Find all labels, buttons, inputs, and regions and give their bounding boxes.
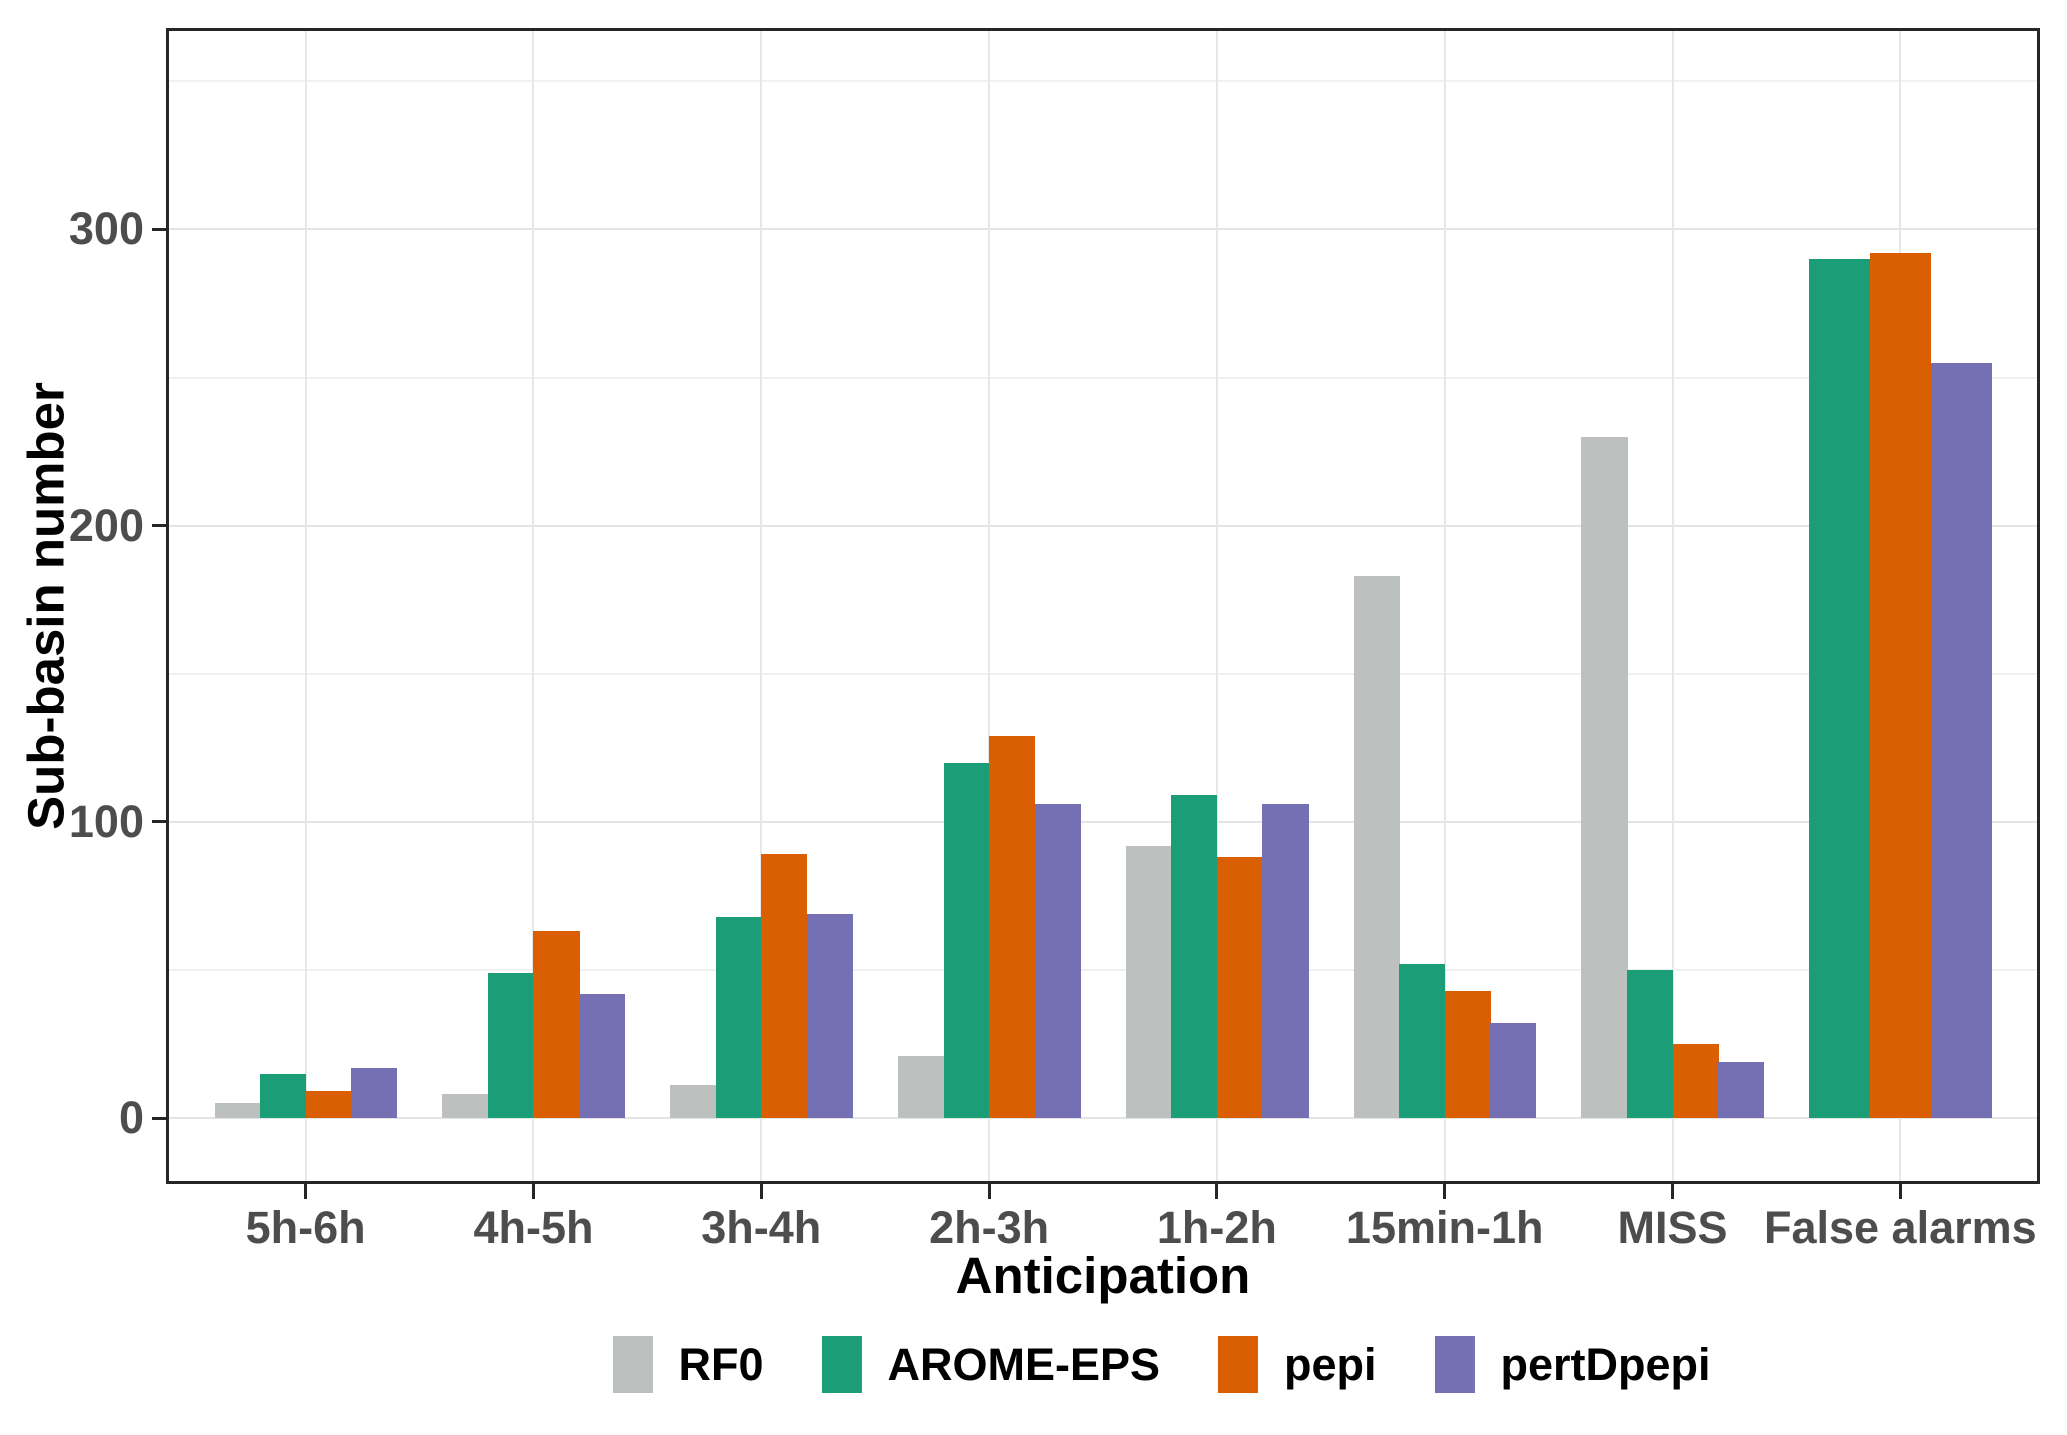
bar-pepi-1h-2h bbox=[1216, 857, 1264, 1118]
bar-pepi-5h-6h bbox=[305, 1091, 352, 1118]
bar-pepi-3h-4h bbox=[761, 854, 808, 1118]
bar-RF0-MISS bbox=[1581, 436, 1628, 1118]
bar-pertDpepi-False alarms bbox=[1930, 362, 1993, 1118]
bar-AROME-EPS-2h-3h bbox=[943, 762, 990, 1118]
x-tick-mark-15min-1h bbox=[1443, 1184, 1447, 1199]
x-tick-label-MISS: MISS bbox=[1617, 1202, 1728, 1253]
x-axis-title: Anticipation bbox=[955, 1247, 1251, 1304]
bar-RF0-5h-6h bbox=[214, 1103, 261, 1118]
bar-RF0-2h-3h bbox=[897, 1055, 945, 1118]
gridline-vertical-1h-2h bbox=[1215, 31, 1218, 1181]
legend-item-arome-eps: AROME-EPS bbox=[821, 1336, 1160, 1393]
gridline-minor-350 bbox=[169, 80, 2037, 83]
bar-pertDpepi-1h-2h bbox=[1262, 804, 1309, 1118]
bar-AROME-EPS-False alarms bbox=[1809, 259, 1871, 1118]
bar-pepi-15min-1h bbox=[1444, 990, 1491, 1118]
gridline-minor-250 bbox=[169, 376, 2037, 379]
bar-AROME-EPS-5h-6h bbox=[260, 1073, 307, 1118]
x-tick-mark-4h-5h bbox=[531, 1184, 535, 1199]
legend-item-rf0: RF0 bbox=[612, 1336, 763, 1393]
legend-swatch-arome-eps bbox=[821, 1336, 862, 1393]
bar-AROME-EPS-MISS bbox=[1626, 969, 1674, 1118]
x-tick-label-15min-1h: 15min-1h bbox=[1345, 1202, 1544, 1253]
x-tick-label-1h-2h: 1h-2h bbox=[1156, 1202, 1277, 1253]
bar-pertDpepi-3h-4h bbox=[806, 913, 853, 1118]
x-tick-mark-1h-2h bbox=[1215, 1184, 1219, 1199]
gridline-major-200 bbox=[169, 524, 2037, 527]
bar-RF0-4h-5h bbox=[442, 1094, 489, 1118]
x-tick-label-3h-4h: 3h-4h bbox=[701, 1202, 822, 1253]
plot-panel bbox=[166, 28, 2040, 1184]
y-axis-title: Sub-basin number bbox=[17, 382, 75, 830]
legend-swatch-rf0 bbox=[612, 1336, 653, 1393]
y-tick-label-0: 0 bbox=[118, 1092, 144, 1143]
gridline-vertical-4h-5h bbox=[532, 31, 535, 1181]
bar-pepi-MISS bbox=[1672, 1043, 1719, 1118]
bar-AROME-EPS-1h-2h bbox=[1171, 795, 1218, 1118]
gridline-vertical-3h-4h bbox=[760, 31, 763, 1181]
x-tick-mark-3h-4h bbox=[759, 1184, 763, 1199]
y-tick-label-200: 200 bbox=[68, 499, 144, 551]
gridline-minor-150 bbox=[169, 672, 2037, 675]
bar-pertDpepi-4h-5h bbox=[579, 993, 626, 1118]
y-tick-mark-300 bbox=[152, 227, 166, 231]
bar-AROME-EPS-4h-5h bbox=[487, 972, 535, 1118]
x-tick-label-False alarms: False alarms bbox=[1763, 1202, 2037, 1253]
gridline-vertical-15min-1h bbox=[1443, 31, 1446, 1181]
legend-item-pertdpepi: pertDpepi bbox=[1434, 1336, 1711, 1393]
bar-pertDpepi-2h-3h bbox=[1034, 804, 1081, 1118]
gridline-major-100 bbox=[169, 820, 2037, 823]
legend-item-pepi: pepi bbox=[1218, 1336, 1377, 1393]
x-tick-mark-5h-6h bbox=[304, 1184, 308, 1199]
bar-RF0-1h-2h bbox=[1125, 845, 1172, 1118]
legend-label-rf0: RF0 bbox=[678, 1338, 764, 1390]
y-tick-mark-200 bbox=[152, 524, 166, 528]
y-tick-label-100: 100 bbox=[68, 795, 144, 847]
y-tick-label-300: 300 bbox=[68, 203, 144, 255]
bar-pertDpepi-5h-6h bbox=[351, 1067, 398, 1118]
bar-pepi-4h-5h bbox=[533, 931, 580, 1118]
x-tick-mark-MISS bbox=[1671, 1184, 1674, 1199]
y-tick-mark-0 bbox=[152, 1116, 166, 1120]
bar-RF0-15min-1h bbox=[1353, 575, 1400, 1118]
gridline-major-0 bbox=[169, 1117, 2037, 1119]
bar-pepi-2h-3h bbox=[989, 735, 1036, 1118]
gridline-vertical-MISS bbox=[1671, 31, 1674, 1181]
legend-swatch-pepi bbox=[1218, 1336, 1259, 1393]
bar-RF0-3h-4h bbox=[670, 1085, 717, 1118]
bar-AROME-EPS-3h-4h bbox=[715, 916, 762, 1118]
legend-label-pepi: pepi bbox=[1284, 1338, 1377, 1390]
bar-pertDpepi-MISS bbox=[1718, 1061, 1765, 1118]
x-tick-mark-2h-3h bbox=[987, 1184, 991, 1199]
bar-AROME-EPS-15min-1h bbox=[1399, 963, 1446, 1118]
x-tick-label-2h-3h: 2h-3h bbox=[929, 1202, 1050, 1253]
x-tick-label-5h-6h: 5h-6h bbox=[245, 1202, 366, 1253]
bar-pepi-False alarms bbox=[1869, 253, 1932, 1118]
bar-pertDpepi-15min-1h bbox=[1490, 1023, 1537, 1118]
legend-label-arome-eps: AROME-EPS bbox=[887, 1338, 1161, 1390]
y-tick-mark-100 bbox=[152, 820, 166, 824]
gridline-major-300 bbox=[169, 228, 2037, 231]
x-tick-label-4h-5h: 4h-5h bbox=[473, 1202, 594, 1253]
legend-label-pertdpepi: pertDpepi bbox=[1500, 1338, 1711, 1390]
legend-swatch-pertdpepi bbox=[1434, 1336, 1475, 1393]
gridline-minor-50 bbox=[169, 968, 2037, 971]
gridline-vertical-5h-6h bbox=[304, 31, 307, 1181]
x-tick-mark-False alarms bbox=[1898, 1184, 1902, 1199]
legend: RF0 AROME-EPS pepi pertDpepi bbox=[612, 1336, 1711, 1393]
gridline-vertical-2h-3h bbox=[988, 31, 991, 1181]
